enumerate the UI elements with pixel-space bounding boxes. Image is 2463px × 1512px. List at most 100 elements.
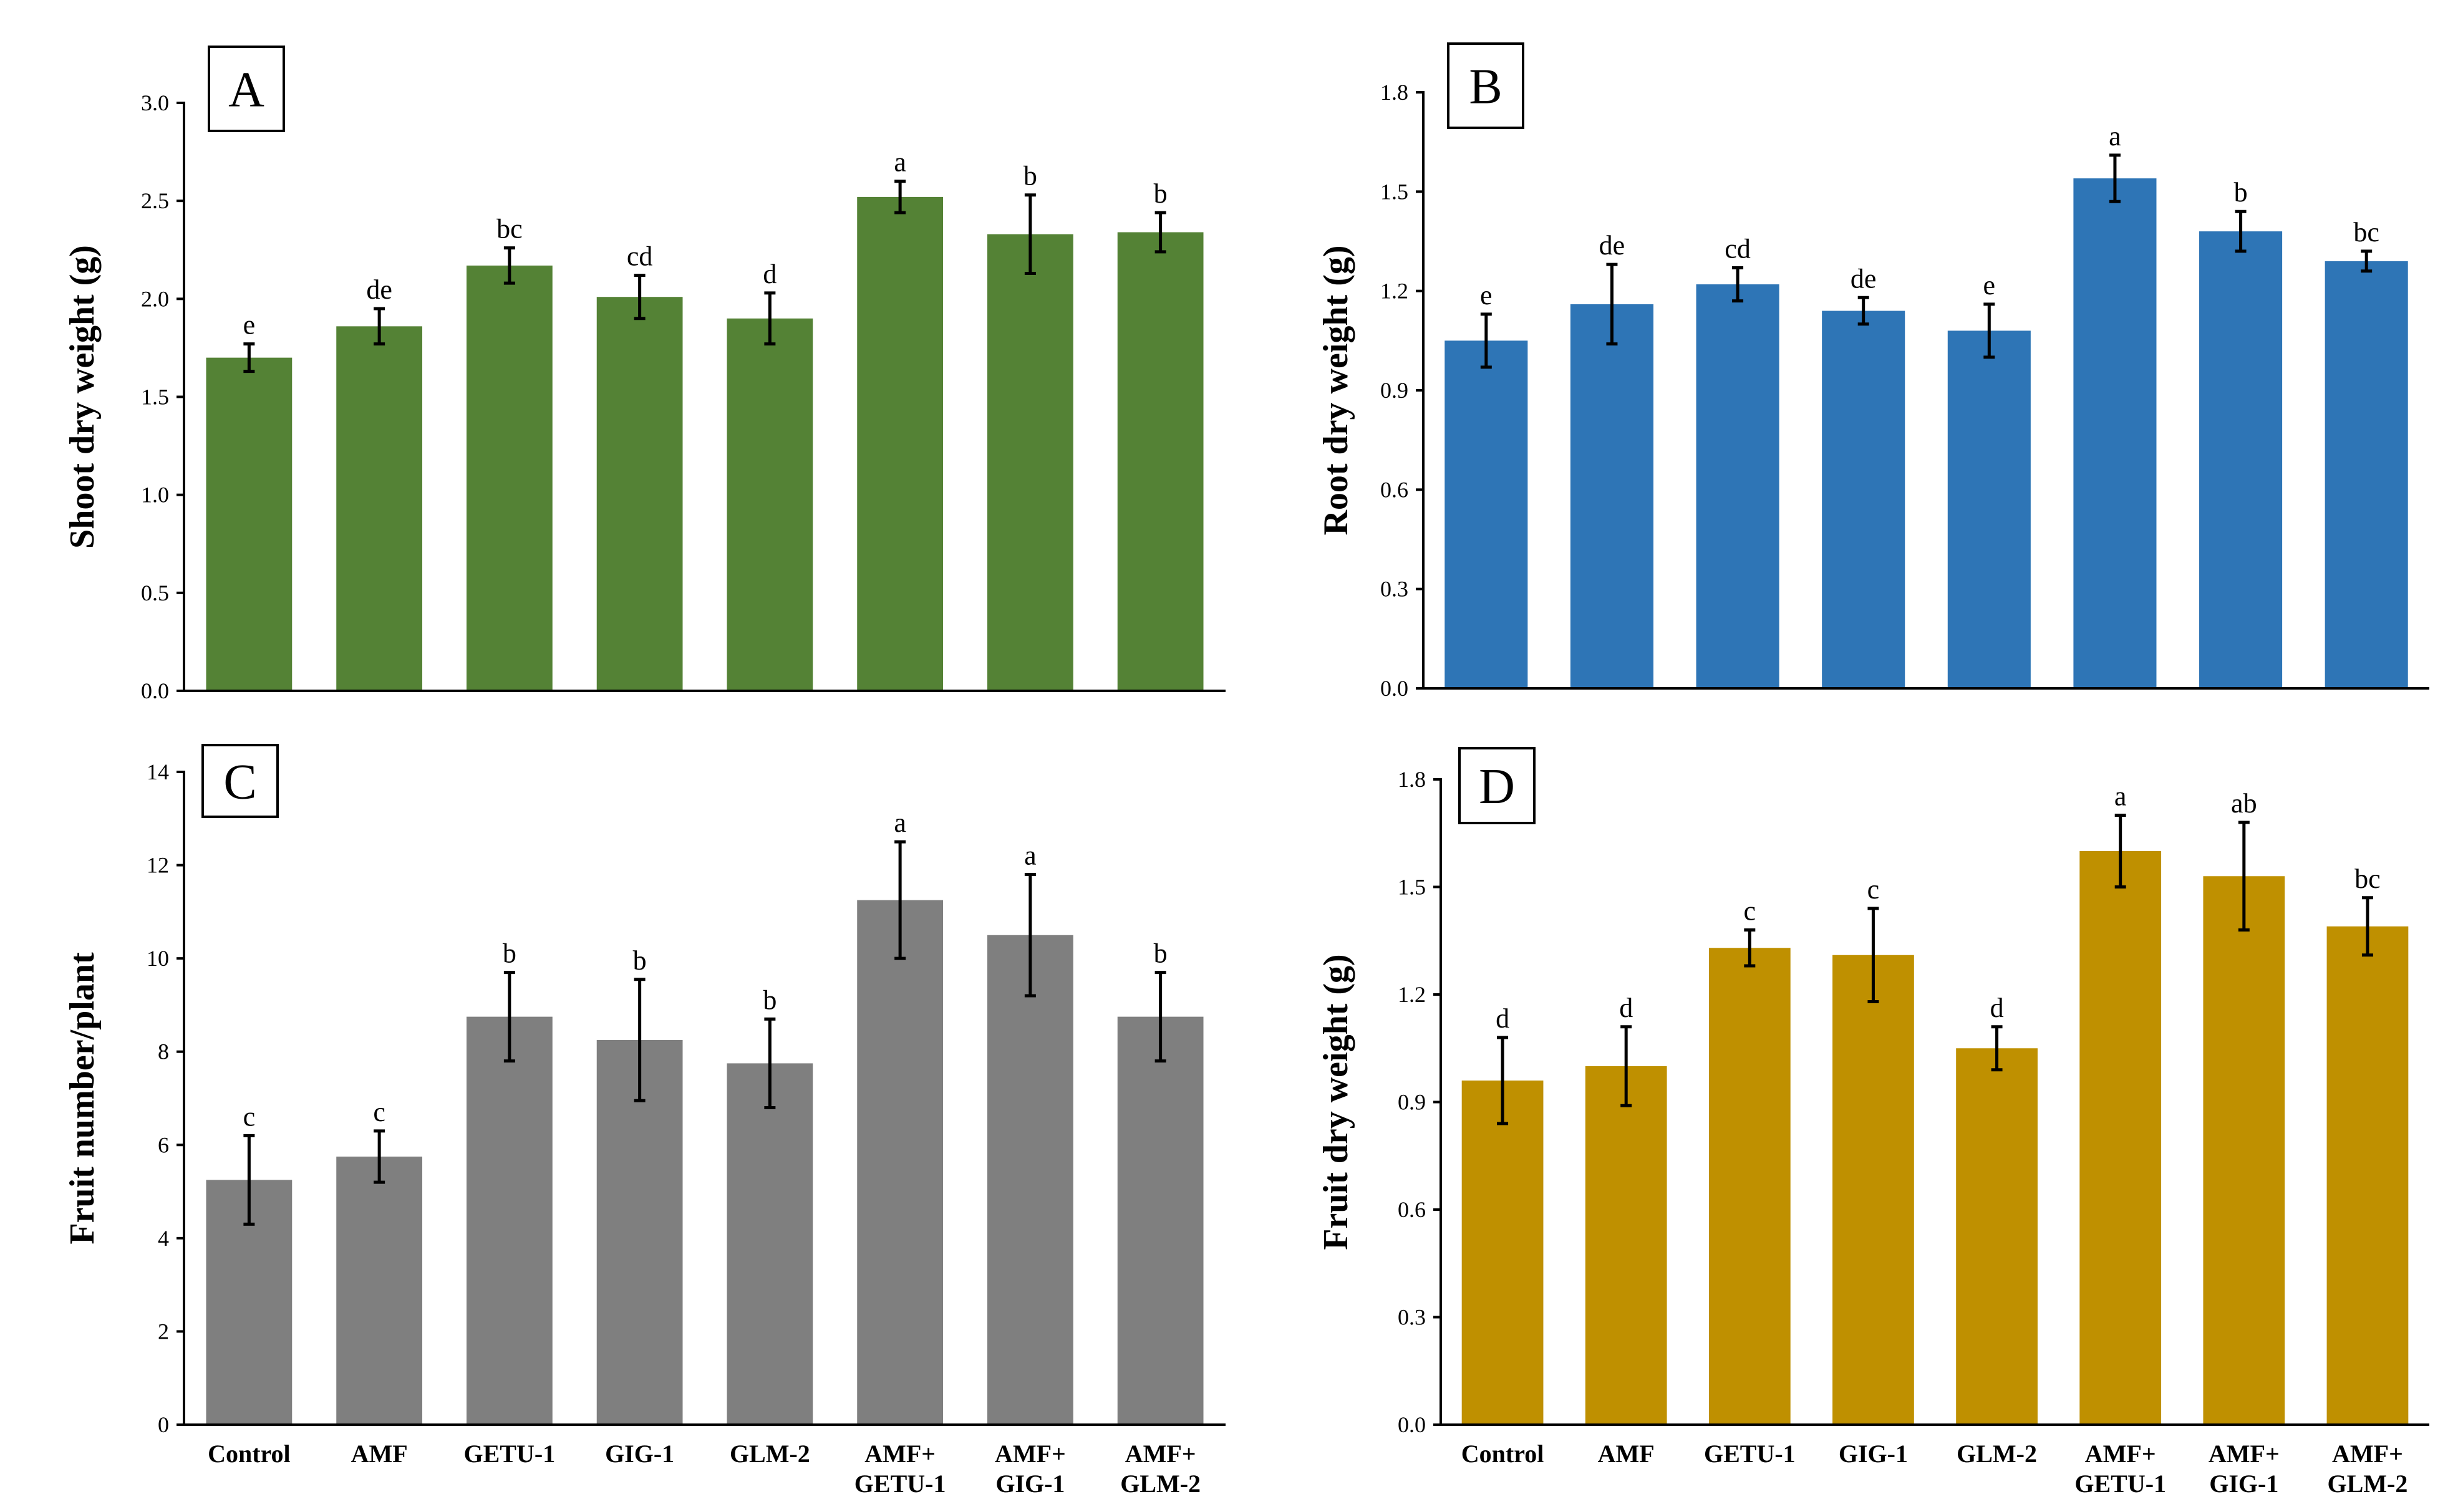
significance-letter: cd — [1725, 233, 1751, 264]
panel-c: 0 2 4 6 8 10 12 14 Fruit number/plant c c b b b a a b C Co… — [63, 744, 1226, 1498]
y-tick-label: 0.6 — [1380, 477, 1408, 502]
x-tick-label: AMF+ GIG-1 — [2209, 1440, 2280, 1498]
x-tick-label: GETU-1 — [464, 1440, 556, 1468]
bar — [2199, 231, 2283, 689]
y-tick-label: 4 — [158, 1226, 169, 1251]
y-tick-label: 0 — [158, 1412, 169, 1437]
significance-letter: de — [1599, 230, 1625, 261]
bar — [1461, 1081, 1544, 1425]
bar — [2326, 926, 2409, 1425]
bar — [1956, 1048, 2038, 1425]
panel-label: B — [1469, 60, 1502, 115]
x-tick-label: AMF+ GIG-1 — [995, 1440, 1066, 1498]
bar — [1570, 304, 1653, 688]
y-tick-label: 0.0 — [1398, 1412, 1426, 1437]
panel-a: 0.0 0.5 1.0 1.5 2.0 2.5 3.0 Shoot dry weight (g… — [63, 46, 1226, 703]
x-tick-label: GIG-1 — [1839, 1440, 1908, 1468]
x-tick-label: AMF+ GLM-2 — [1120, 1440, 1201, 1498]
y-tick-label: 12 — [147, 853, 169, 878]
significance-letter: c — [373, 1097, 385, 1127]
x-tick-label: GLM-2 — [1957, 1440, 2037, 1468]
y-tick-label: 1.5 — [1398, 875, 1426, 900]
significance-letter: b — [763, 985, 777, 1015]
y-tick-label: 1.0 — [141, 483, 169, 508]
significance-letter: b — [503, 938, 516, 969]
bar — [1585, 1066, 1667, 1425]
bar — [206, 357, 293, 691]
significance-letter: d — [1619, 993, 1633, 1023]
x-tick-label: Control — [208, 1440, 291, 1468]
y-tick-label: 0.3 — [1398, 1305, 1426, 1330]
bar — [2079, 851, 2162, 1425]
y-tick-label: 8 — [158, 1039, 169, 1064]
bar — [336, 326, 423, 691]
y-tick-label: 1.8 — [1380, 80, 1408, 105]
y-axis-title: Fruit dry weight (g) — [1317, 954, 1355, 1250]
significance-letter: b — [633, 945, 647, 976]
bar — [857, 196, 944, 691]
panel-label: D — [1479, 759, 1515, 814]
y-tick-label: 1.8 — [1398, 767, 1426, 792]
y-tick-label: 1.5 — [1380, 179, 1408, 204]
y-tick-label: 2.0 — [141, 286, 169, 311]
significance-letter: bc — [2353, 217, 2379, 248]
panel-label: C — [223, 755, 256, 810]
bar — [987, 234, 1073, 691]
significance-letter: c — [243, 1101, 256, 1132]
x-tick-label: GLM-2 — [730, 1440, 810, 1468]
y-tick-label: 0.9 — [1380, 378, 1408, 403]
y-tick-label: 1.2 — [1398, 982, 1426, 1007]
y-tick-label: 0.5 — [141, 580, 169, 605]
y-tick-label: 0.0 — [1380, 676, 1408, 701]
bar — [987, 935, 1073, 1425]
significance-letter: e — [1480, 280, 1493, 311]
significance-letter: c — [1744, 896, 1756, 927]
significance-letter: cd — [627, 241, 653, 272]
panel-b: 0.0 0.3 0.6 0.9 1.2 1.5 1.8 Root dry weight (g)… — [1317, 42, 2429, 701]
x-tick-label: GIG-1 — [605, 1440, 674, 1468]
x-tick-label: AMF — [1598, 1440, 1655, 1468]
bar — [727, 1063, 813, 1425]
y-tick-label: 0.6 — [1398, 1197, 1426, 1222]
bar — [596, 297, 683, 691]
y-axis-title: Shoot dry weight (g) — [63, 245, 102, 549]
significance-letter: a — [894, 807, 906, 838]
bar — [466, 1016, 553, 1425]
significance-letter: e — [243, 310, 256, 340]
panel-label-box — [1447, 42, 1524, 129]
y-tick-label: 0.0 — [141, 678, 169, 703]
x-tick-label: AMF+ GETU-1 — [854, 1440, 946, 1498]
x-tick-label: AMF — [351, 1440, 408, 1468]
bar — [1708, 948, 1791, 1425]
bar — [1696, 284, 1779, 688]
bar — [466, 265, 553, 691]
y-tick-label: 10 — [147, 946, 169, 971]
significance-letter: c — [1867, 874, 1880, 905]
bar — [1822, 311, 1905, 688]
significance-letter: b — [1154, 938, 1168, 969]
y-axis-title: Root dry weight (g) — [1317, 245, 1355, 535]
y-tick-label: 6 — [158, 1132, 169, 1157]
bar — [857, 900, 944, 1425]
significance-letter: a — [1024, 840, 1037, 871]
y-tick-label: 0.3 — [1380, 577, 1408, 602]
bar — [2073, 178, 2157, 689]
significance-letter: e — [1983, 270, 1996, 301]
panel-label: A — [228, 63, 264, 118]
significance-letter: d — [1990, 993, 2004, 1023]
panel-label-box — [208, 46, 285, 132]
panel-d: 0.0 0.3 0.6 0.9 1.2 1.5 1.8 Fruit dry weight (g… — [1317, 747, 2429, 1498]
bar — [1117, 232, 1204, 691]
y-tick-label: 14 — [147, 759, 169, 784]
significance-letter: de — [366, 274, 392, 305]
bar — [596, 1040, 683, 1425]
significance-letter: de — [1851, 263, 1877, 294]
significance-letter: d — [763, 259, 777, 289]
bar — [336, 1156, 423, 1425]
x-tick-label: GETU-1 — [1704, 1440, 1796, 1468]
x-tick-label: Control — [1461, 1440, 1544, 1468]
bar — [2203, 876, 2285, 1425]
significance-letter: bc — [2354, 864, 2381, 894]
significance-letter: b — [1023, 161, 1037, 191]
